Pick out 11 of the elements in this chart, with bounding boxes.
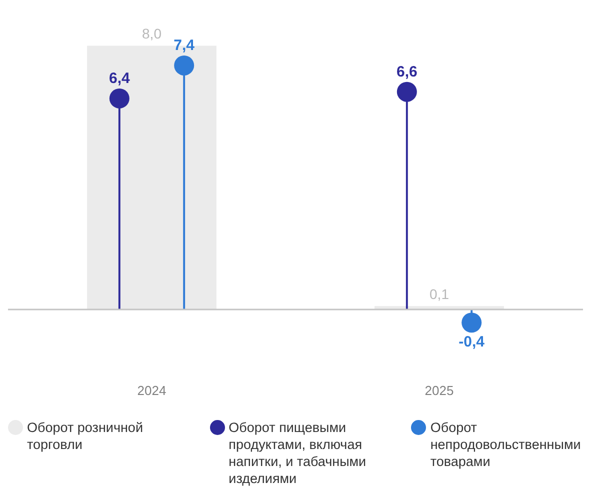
x-tick-label: 2024 <box>137 382 166 398</box>
legend-label: Оборот непродовольственными товарами <box>430 419 582 470</box>
x-tick-label: 2025 <box>424 382 454 398</box>
data-label: -0,4 <box>458 333 486 350</box>
data-label: 7,4 <box>174 37 196 54</box>
data-label: 6,6 <box>396 63 418 80</box>
legend-label: Оборот пищевыми продуктами, включая напитки, и табачными изделиями <box>228 419 368 487</box>
data-label: 6,4 <box>108 70 130 88</box>
data-label: 0,1 <box>430 286 450 302</box>
legend-label: Оборот розничной торговли <box>27 419 144 453</box>
data-label: 8,0 <box>142 26 162 42</box>
